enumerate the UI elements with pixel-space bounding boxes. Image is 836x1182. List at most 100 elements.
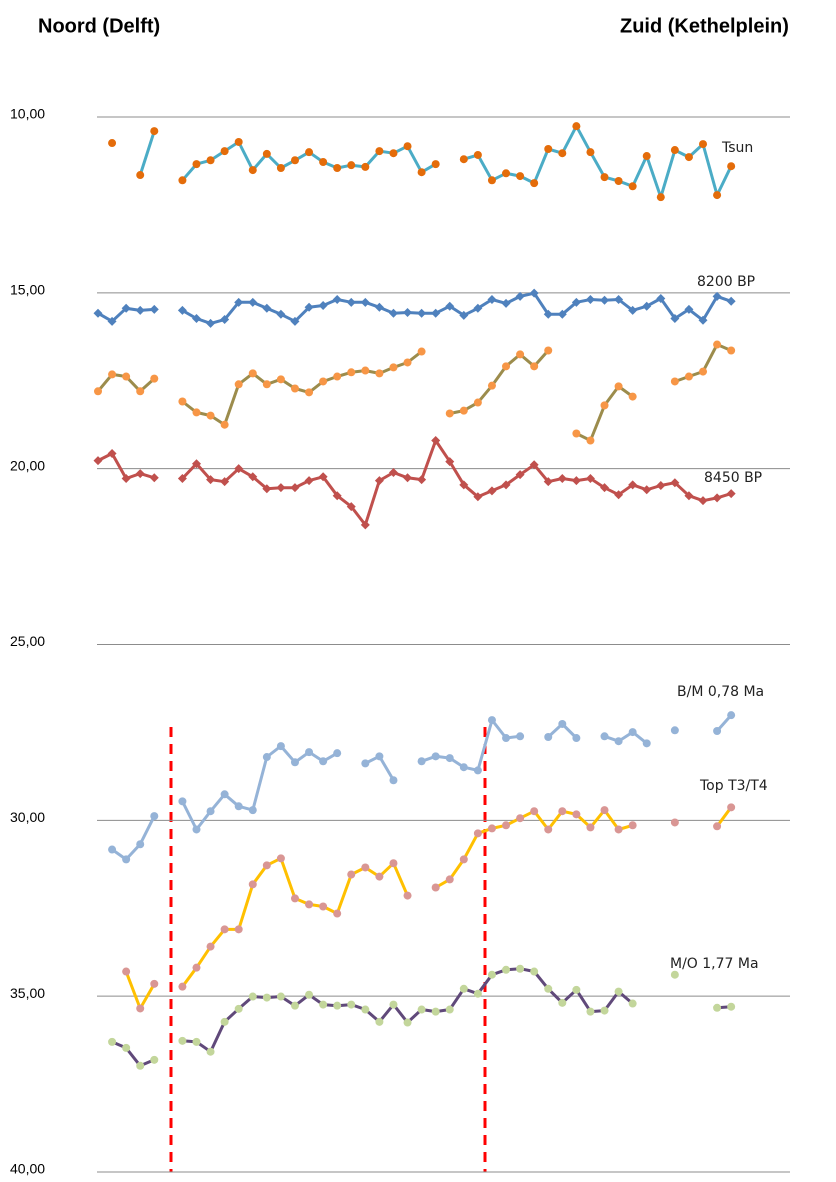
- marker: [192, 825, 201, 834]
- marker: [403, 891, 412, 900]
- marker: [726, 489, 736, 499]
- marker: [572, 429, 581, 438]
- marker: [262, 303, 272, 313]
- marker: [135, 469, 145, 479]
- marker: [150, 812, 159, 821]
- marker: [332, 295, 342, 305]
- marker: [319, 757, 328, 766]
- marker: [108, 139, 117, 148]
- marker: [642, 152, 651, 161]
- marker: [93, 456, 103, 466]
- marker: [262, 993, 271, 1002]
- marker: [234, 802, 243, 811]
- marker: [586, 148, 595, 157]
- marker: [712, 291, 722, 301]
- marker: [614, 382, 623, 391]
- marker: [276, 483, 286, 493]
- marker: [248, 806, 257, 815]
- marker: [515, 291, 525, 301]
- marker: [206, 475, 216, 485]
- marker: [544, 346, 553, 355]
- marker: [656, 193, 665, 202]
- marker: [177, 474, 187, 484]
- y-tick-label: 25,00: [10, 633, 45, 649]
- marker: [642, 485, 652, 495]
- marker: [192, 1037, 201, 1046]
- marker: [290, 156, 299, 165]
- y-tick-label: 40,00: [10, 1161, 45, 1177]
- marker: [544, 145, 553, 154]
- marker: [543, 477, 553, 487]
- marker: [614, 987, 623, 996]
- marker: [108, 1037, 117, 1046]
- marker: [150, 374, 159, 383]
- marker: [248, 992, 257, 1001]
- marker: [206, 807, 215, 816]
- marker: [375, 872, 384, 881]
- marker: [600, 401, 609, 410]
- marker: [361, 162, 370, 171]
- marker: [262, 753, 271, 762]
- marker: [375, 147, 384, 156]
- marker: [347, 161, 356, 170]
- marker: [122, 855, 131, 864]
- marker: [699, 367, 708, 376]
- marker: [319, 902, 328, 911]
- marker: [417, 475, 427, 485]
- marker: [670, 726, 679, 735]
- marker: [656, 293, 666, 303]
- marker: [445, 457, 455, 467]
- marker: [234, 464, 244, 474]
- marker: [234, 1004, 243, 1013]
- marker: [262, 861, 271, 870]
- marker: [600, 1006, 609, 1015]
- marker: [150, 1055, 159, 1064]
- marker: [220, 925, 229, 934]
- marker: [459, 406, 468, 415]
- marker: [403, 358, 412, 367]
- marker: [220, 147, 229, 156]
- marker: [431, 436, 441, 446]
- marker: [515, 470, 525, 480]
- marker: [360, 520, 370, 530]
- marker: [586, 1007, 595, 1016]
- marker: [136, 1004, 145, 1013]
- marker: [389, 363, 398, 372]
- marker: [502, 821, 511, 830]
- marker: [319, 1000, 328, 1009]
- marker: [502, 362, 511, 371]
- marker: [445, 409, 454, 418]
- marker: [276, 854, 285, 863]
- marker: [178, 1036, 187, 1045]
- marker: [333, 372, 342, 381]
- region-label: Noord (Delft): [38, 15, 160, 37]
- marker: [487, 176, 496, 185]
- marker: [713, 822, 722, 831]
- marker: [628, 182, 637, 191]
- marker: [108, 370, 117, 379]
- marker: [389, 776, 398, 785]
- marker: [670, 146, 679, 155]
- marker: [178, 982, 187, 991]
- marker: [628, 392, 637, 401]
- marker: [600, 483, 610, 493]
- marker: [670, 970, 679, 979]
- marker: [234, 297, 244, 307]
- marker: [727, 803, 736, 812]
- marker: [178, 176, 187, 185]
- marker: [487, 486, 497, 496]
- marker: [529, 460, 539, 470]
- marker: [670, 314, 680, 324]
- marker: [107, 449, 117, 459]
- marker: [529, 288, 539, 298]
- marker: [459, 480, 469, 490]
- marker: [459, 984, 468, 993]
- marker: [417, 168, 426, 177]
- marker: [712, 493, 722, 503]
- marker: [375, 752, 384, 761]
- marker: [502, 965, 511, 974]
- marker: [262, 149, 271, 158]
- marker: [318, 472, 328, 482]
- marker: [248, 880, 257, 889]
- marker: [403, 308, 413, 318]
